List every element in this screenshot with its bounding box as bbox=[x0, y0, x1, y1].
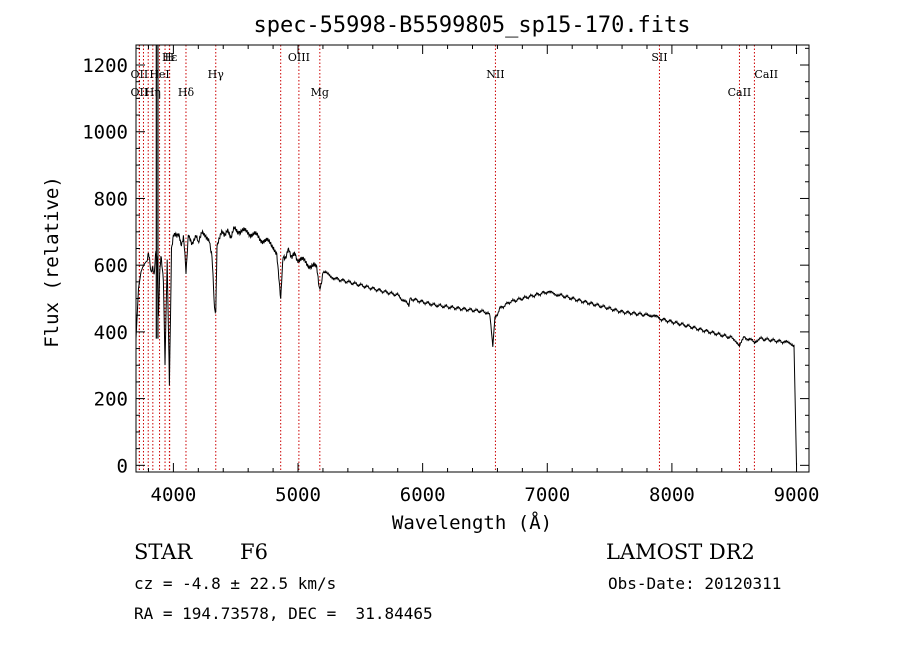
y-tick-label: 200 bbox=[94, 389, 128, 411]
spectrum-series bbox=[135, 45, 797, 466]
line-marker-label: Mg bbox=[311, 86, 329, 99]
line-marker-label: NII bbox=[486, 68, 504, 81]
line-marker-label: Hδ bbox=[178, 86, 195, 99]
y-tick-label: 1200 bbox=[82, 55, 128, 77]
redshift-text: cz = -4.8 ± 22.5 km/s bbox=[134, 574, 337, 593]
x-tick-label: 6000 bbox=[400, 484, 446, 506]
line-marker-label: OII bbox=[131, 68, 149, 81]
x-tick-label: 4000 bbox=[151, 484, 197, 506]
survey-name: LAMOST DR2 bbox=[606, 540, 755, 564]
x-tick-label: 5000 bbox=[275, 484, 321, 506]
line-marker-label: CaII bbox=[754, 68, 778, 81]
x-tick-label: 7000 bbox=[524, 484, 570, 506]
line-marker-label: Hη bbox=[145, 86, 161, 99]
y-tick-label: 1000 bbox=[82, 122, 128, 144]
line-marker-label: SII bbox=[651, 51, 667, 64]
x-axis-ticks: 4000 5000 6000 7000 8000 9000 bbox=[147, 45, 820, 506]
spectrum-line bbox=[135, 226, 797, 466]
y-axis-ticks: 0 200 400 600 800 1000 1200 bbox=[82, 47, 809, 477]
line-marker-label: OII bbox=[131, 86, 149, 99]
object-subclass: F6 bbox=[240, 540, 268, 564]
line-marker-label: OIII bbox=[288, 51, 310, 64]
line-marker-label: HeI bbox=[149, 68, 169, 81]
line-marker-label: Hε bbox=[162, 51, 178, 64]
line-marker-label: H bbox=[165, 51, 175, 64]
x-tick-label: 8000 bbox=[649, 484, 695, 506]
x-tick-label: 9000 bbox=[774, 484, 820, 506]
y-axis-label: Flux (relative) bbox=[41, 176, 63, 348]
object-class: STAR bbox=[134, 540, 193, 564]
y-tick-label: 0 bbox=[117, 455, 128, 477]
line-marker-label: CaII bbox=[728, 86, 752, 99]
line-markers bbox=[138, 45, 755, 472]
chart-title: spec-55998-B5599805_sp15-170.fits bbox=[253, 13, 690, 38]
line-marker-label: Hγ bbox=[208, 68, 225, 81]
y-tick-label: 600 bbox=[94, 255, 128, 277]
y-tick-label: 400 bbox=[94, 322, 128, 344]
coordinates-text: RA = 194.73578, DEC = 31.84465 bbox=[134, 604, 433, 623]
x-axis-label: Wavelength (Å) bbox=[392, 511, 552, 534]
y-tick-label: 800 bbox=[94, 188, 128, 210]
observation-date: Obs-Date: 20120311 bbox=[608, 574, 782, 593]
plot-frame bbox=[135, 44, 810, 473]
